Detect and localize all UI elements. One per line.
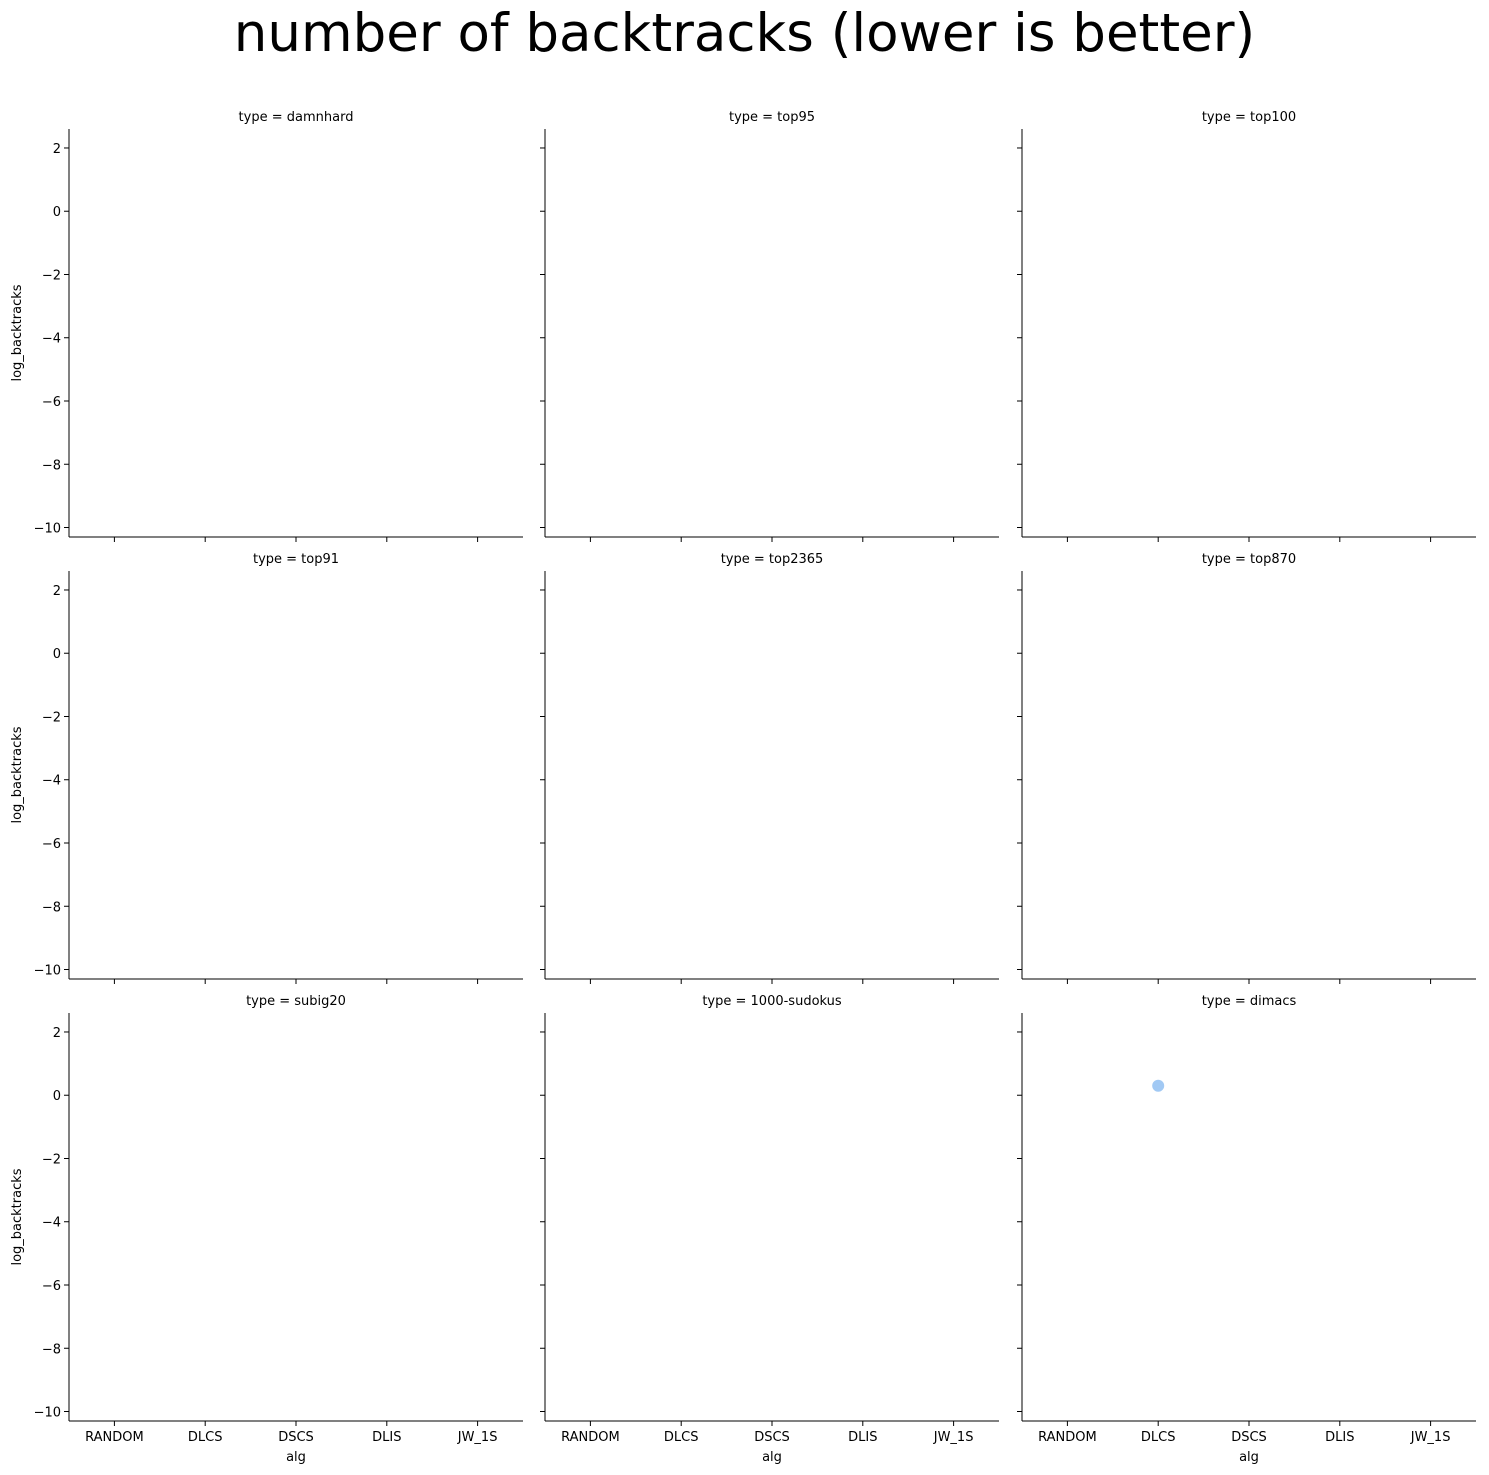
y-axis-label: log_backtracks: [10, 284, 25, 381]
y-tick-label: −10: [34, 1406, 61, 1421]
y-tick-label: −2: [42, 1152, 61, 1167]
y-tick-label: 2: [53, 584, 61, 599]
x-tick-label: DLCS: [1141, 1430, 1176, 1445]
y-tick-label: −8: [42, 458, 61, 473]
panel-title: type = damnhard: [239, 110, 354, 125]
x-tick-label: DLIS: [1325, 1430, 1354, 1445]
y-axis-label: log_backtracks: [10, 1168, 25, 1265]
x-tick-label: DLIS: [372, 1430, 401, 1445]
figure-title: number of backtracks (lower is better): [233, 3, 1256, 64]
panel-title: type = top2365: [721, 552, 824, 567]
y-tick-label: −4: [42, 1216, 61, 1231]
x-axis-label: alg: [762, 1450, 782, 1465]
panel-title: type = top91: [253, 552, 339, 567]
x-tick-label: DLCS: [664, 1430, 699, 1445]
data-point: [1152, 1079, 1165, 1092]
x-tick-label: RANDOM: [85, 1430, 144, 1445]
x-tick-label: DSCS: [278, 1430, 314, 1445]
y-tick-label: 2: [53, 1026, 61, 1041]
x-tick-label: JW_1S: [457, 1430, 498, 1445]
y-tick-label: −8: [42, 900, 61, 915]
y-tick-label: −2: [42, 268, 61, 283]
x-tick-label: DSCS: [754, 1430, 790, 1445]
y-tick-label: −6: [42, 837, 61, 852]
y-tick-label: 2: [53, 142, 61, 157]
y-tick-label: −10: [34, 522, 61, 537]
panel-title: type = 1000-sudokus: [702, 994, 842, 1009]
x-tick-label: DSCS: [1231, 1430, 1267, 1445]
x-tick-label: RANDOM: [561, 1430, 620, 1445]
x-axis-label: alg: [286, 1450, 306, 1465]
y-tick-label: −2: [42, 710, 61, 725]
x-tick-label: DLCS: [188, 1430, 223, 1445]
panel-title: type = dimacs: [1202, 994, 1297, 1009]
y-axis-label: log_backtracks: [10, 726, 25, 823]
y-tick-label: −4: [42, 332, 61, 347]
y-tick-label: −10: [34, 964, 61, 979]
panel-title: type = top95: [729, 110, 815, 125]
y-tick-label: −6: [42, 395, 61, 410]
y-tick-label: −4: [42, 774, 61, 789]
x-tick-label: DLIS: [848, 1430, 877, 1445]
panel-title: type = top870: [1202, 552, 1296, 567]
x-tick-label: JW_1S: [933, 1430, 974, 1445]
y-tick-label: 0: [53, 647, 61, 662]
y-tick-label: −6: [42, 1279, 61, 1294]
y-tick-label: 0: [53, 205, 61, 220]
y-tick-label: −8: [42, 1342, 61, 1357]
y-tick-label: 0: [53, 1089, 61, 1104]
panel-title: type = top100: [1202, 110, 1296, 125]
x-tick-label: RANDOM: [1038, 1430, 1097, 1445]
x-tick-label: JW_1S: [1410, 1430, 1451, 1445]
panel-title: type = subig20: [246, 994, 346, 1009]
x-axis-label: alg: [1239, 1450, 1259, 1465]
